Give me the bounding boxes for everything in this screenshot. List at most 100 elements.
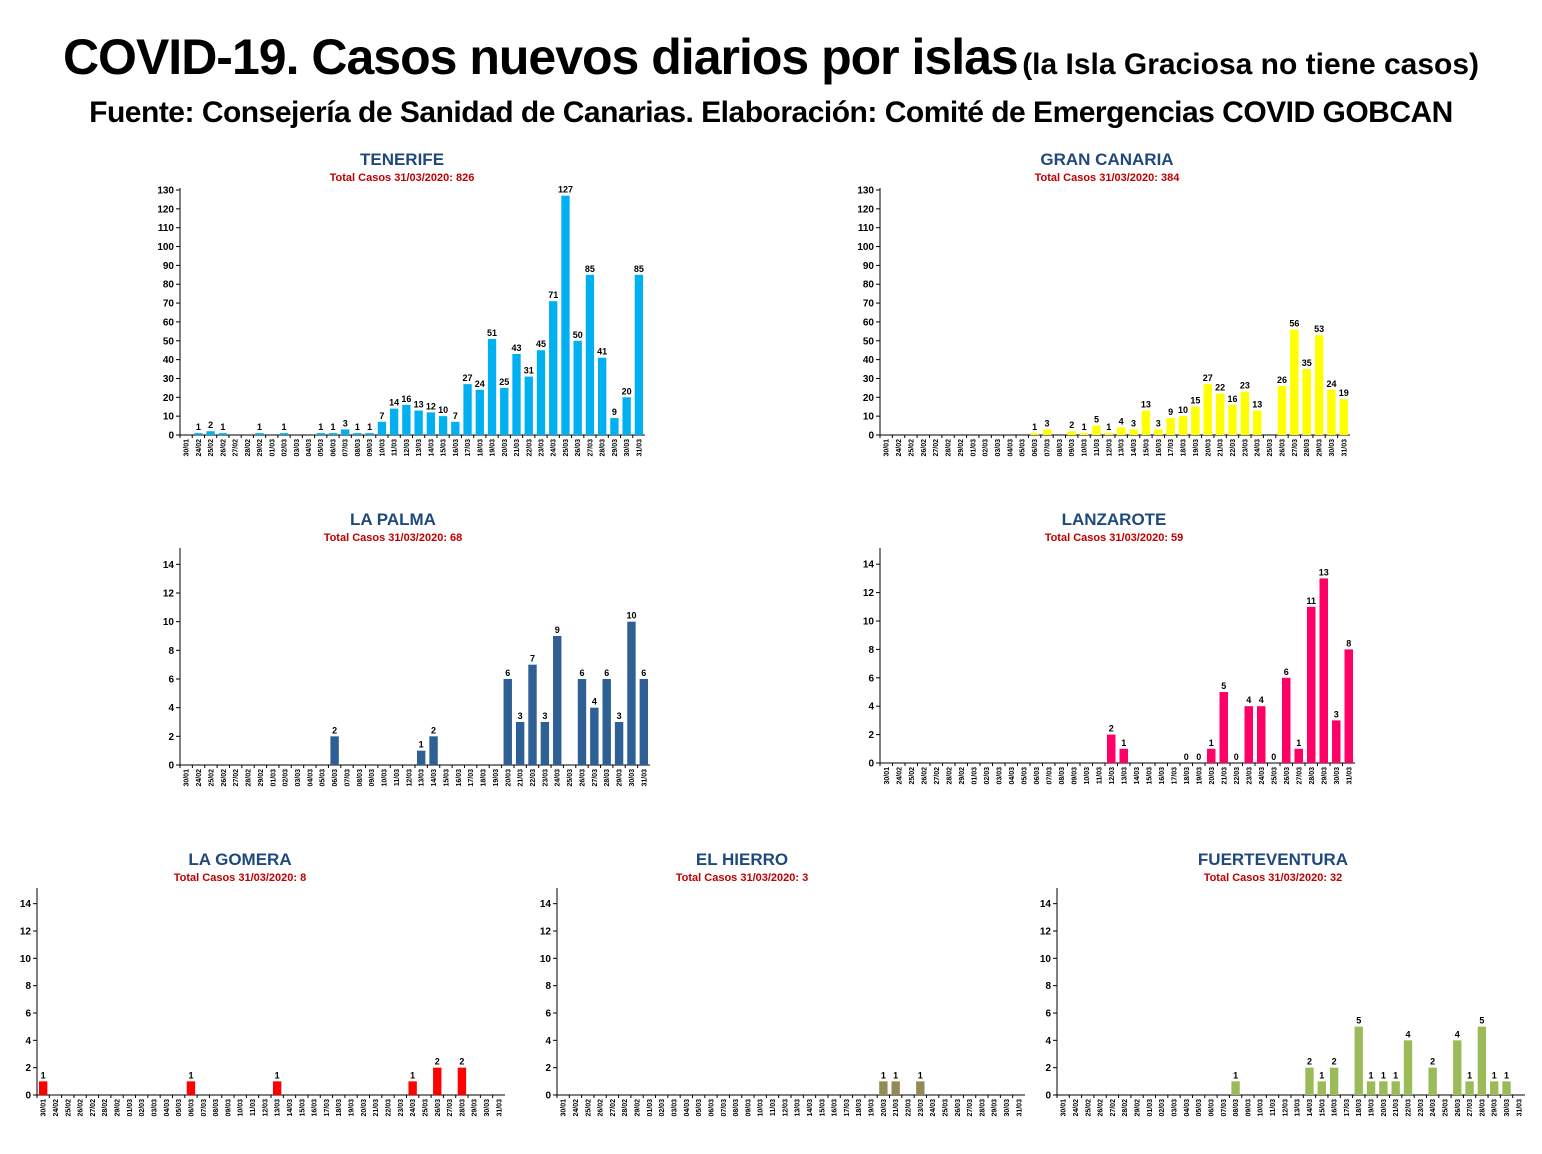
data-label: 3 (518, 711, 523, 721)
x-tick-label: 10/03 (758, 1099, 765, 1117)
y-tick-label: 120 (857, 204, 874, 215)
x-tick-label: 11/03 (394, 769, 401, 786)
data-label: 20 (622, 386, 632, 396)
bar (1307, 606, 1316, 763)
data-label: 11 (1306, 596, 1316, 606)
y-tick-label: 4 (168, 703, 174, 714)
x-tick-label: 02/03 (1159, 1099, 1166, 1117)
x-tick-label: 25/03 (942, 1099, 949, 1117)
x-tick-label: 14/03 (807, 1099, 814, 1117)
x-tick-label: 06/03 (1032, 439, 1039, 457)
x-tick-label: 29/03 (617, 769, 624, 787)
x-tick-label: 07/03 (1044, 439, 1051, 457)
y-tick-label: 0 (545, 1091, 551, 1102)
x-tick-label: 29/02 (959, 767, 966, 785)
y-tick-label: 2 (1045, 1063, 1051, 1074)
x-tick-label: 14/03 (1134, 767, 1141, 785)
bar (1305, 1067, 1314, 1095)
x-tick-label: 01/03 (1147, 1099, 1154, 1117)
x-tick-label: 21/03 (373, 1099, 380, 1117)
data-label: 2 (435, 1057, 440, 1067)
bar (1203, 384, 1212, 435)
data-label: 1 (220, 422, 225, 432)
x-tick-label: 27/02 (933, 439, 940, 457)
bar (1294, 748, 1303, 763)
data-label: 1 (1121, 738, 1126, 748)
x-tick-label: 30/01 (41, 1099, 48, 1117)
data-label: 1 (188, 1070, 193, 1080)
x-tick-label: 30/01 (884, 439, 891, 457)
x-tick-label: 28/02 (245, 439, 252, 457)
chart-title: LANZAROTE (1062, 510, 1167, 529)
data-label: 13 (1141, 400, 1151, 410)
bar (540, 722, 550, 765)
x-tick-label: 15/03 (1146, 767, 1153, 785)
bar (279, 433, 289, 435)
x-tick-label: 06/03 (332, 769, 339, 787)
bar (622, 397, 631, 435)
data-label: 2 (1109, 724, 1114, 734)
x-tick-label: 27/03 (592, 769, 599, 787)
data-label: 16 (401, 394, 411, 404)
x-tick-label: 21/03 (514, 439, 521, 457)
bar (328, 433, 338, 435)
x-tick-label: 27/03 (967, 1099, 974, 1117)
x-tick-label: 26/03 (435, 1099, 442, 1117)
bar (1339, 399, 1349, 435)
x-tick-label: 04/03 (1009, 767, 1016, 785)
data-label: 16 (1227, 394, 1237, 404)
chart-subtitle: Total Casos 31/03/2020: 384 (1035, 172, 1181, 184)
page-subtitle-source: Fuente: Consejería de Sanidad de Canaria… (89, 96, 1453, 129)
x-tick-label: 17/03 (1168, 439, 1175, 457)
chart-la-gomera: LA GOMERA Total Casos 31/03/2020: 8 0 2 4 6 8 1… (20, 850, 505, 1117)
x-tick-label: 25/03 (1267, 439, 1274, 457)
data-label: 7 (530, 654, 535, 664)
y-tick-label: 100 (157, 242, 174, 253)
x-tick-label: 07/03 (343, 439, 350, 457)
data-label: 3 (617, 711, 622, 721)
x-tick-label: 17/03 (468, 769, 475, 787)
data-label: 1 (275, 1070, 280, 1080)
x-tick-label: 16/03 (453, 439, 460, 457)
x-tick-label: 20/03 (502, 439, 509, 457)
x-tick-label: 13/03 (275, 1099, 282, 1117)
x-tick-label: 25/02 (909, 767, 916, 785)
x-tick-label: 17/03 (324, 1099, 331, 1117)
x-tick-label: 01/03 (970, 439, 977, 457)
x-tick-label: 01/03 (269, 439, 276, 457)
bar (1079, 433, 1089, 435)
bar (1178, 416, 1188, 435)
data-label: 45 (536, 339, 546, 349)
chart-title: GRAN CANARIA (1040, 150, 1173, 169)
x-tick-label: 14/03 (287, 1099, 294, 1117)
data-label: 1 (1106, 422, 1111, 432)
x-tick-label: 19/03 (490, 439, 497, 457)
x-tick-label: 25/02 (1085, 1099, 1092, 1117)
y-tick-label: 2 (25, 1063, 31, 1074)
x-tick-label: 30/01 (1061, 1099, 1068, 1117)
data-label: 9 (612, 407, 617, 417)
page-title-note: (la Isla Graciosa no tiene casos) (1022, 48, 1480, 81)
x-tick-label: 08/03 (357, 769, 364, 787)
x-tick-label: 28/03 (1309, 767, 1316, 785)
chart-subtitle: Total Casos 31/03/2020: 3 (676, 872, 808, 884)
bar (549, 301, 558, 435)
bar (429, 736, 438, 765)
chart-subtitle: Total Casos 31/03/2020: 826 (330, 172, 475, 184)
bar (1428, 1067, 1437, 1095)
x-tick-label: 27/03 (447, 1099, 454, 1117)
y-tick-label: 80 (863, 280, 875, 291)
bar (577, 679, 587, 765)
bar (614, 722, 624, 765)
y-tick-label: 40 (163, 355, 175, 366)
x-tick-label: 29/03 (1317, 439, 1324, 457)
x-tick-label: 04/03 (164, 1099, 171, 1117)
data-label: 35 (1302, 358, 1312, 368)
x-tick-label: 24/03 (1259, 767, 1266, 785)
data-label: 85 (585, 264, 595, 274)
x-tick-label: 13/03 (419, 769, 426, 787)
x-tick-label: 15/03 (441, 439, 448, 457)
data-label: 10 (1178, 405, 1188, 415)
bar (38, 1081, 48, 1095)
x-tick-label: 18/03 (1181, 439, 1188, 457)
